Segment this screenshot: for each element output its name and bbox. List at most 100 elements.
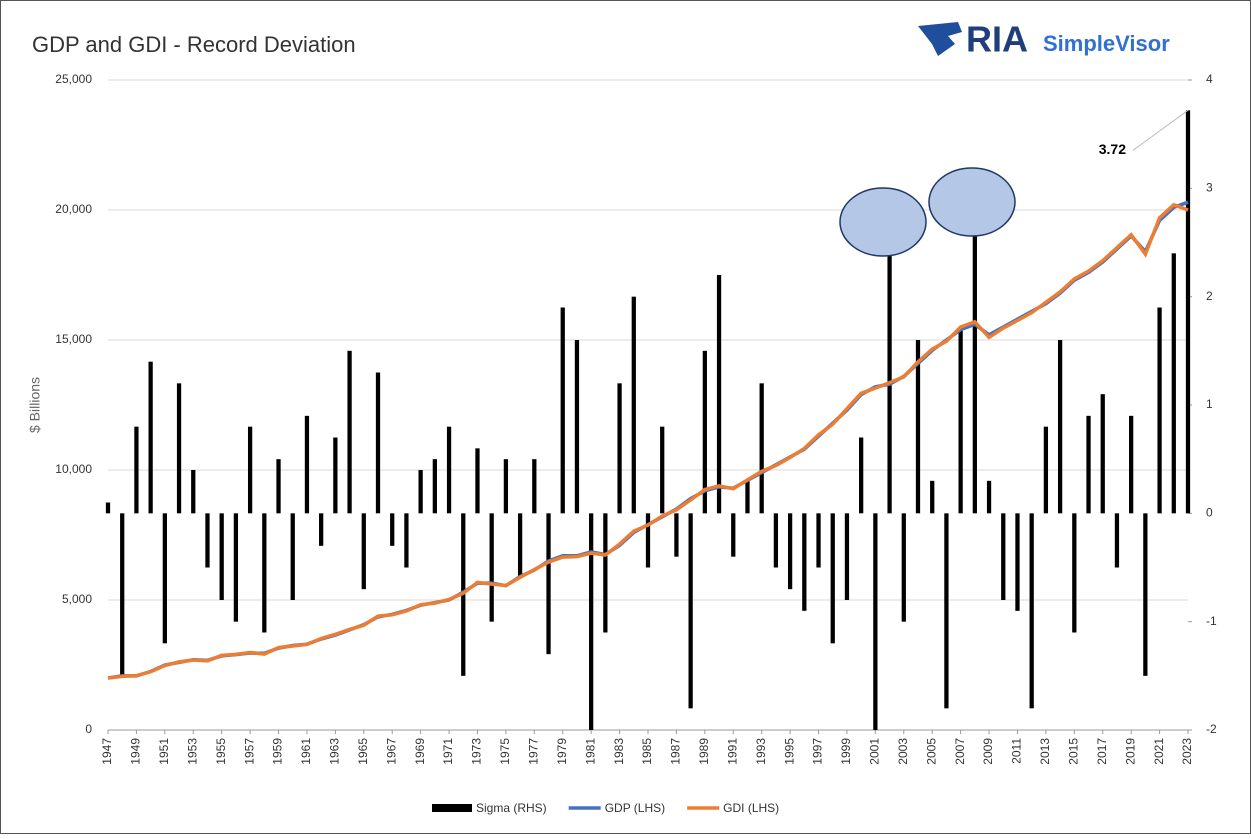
x-tick-label: 1963	[328, 738, 342, 765]
bar	[759, 383, 764, 514]
y2-tick-label: -1	[1206, 614, 1217, 628]
bar	[475, 448, 480, 514]
bar	[731, 513, 736, 557]
y-tick-label: 25,000	[55, 72, 92, 86]
bar	[432, 459, 437, 514]
x-tick-label: 2009	[981, 738, 995, 765]
bar	[631, 296, 636, 514]
y-tick-label: 10,000	[55, 462, 92, 476]
x-tick-label: 2001	[868, 738, 882, 765]
bar	[1185, 110, 1191, 514]
x-tick-label: 1991	[725, 738, 739, 765]
x-tick-label: 1997	[811, 738, 825, 765]
bar	[787, 513, 793, 590]
line	[107, 202, 1189, 680]
x-tick-label: 2007	[953, 738, 967, 765]
x-tick-label: 1999	[839, 738, 853, 765]
x-tick-label: 1961	[299, 738, 313, 765]
bar	[1086, 415, 1091, 514]
bar	[517, 513, 523, 579]
bar	[489, 513, 494, 622]
bar	[262, 513, 267, 633]
x-tick-label: 2013	[1038, 738, 1052, 765]
y2-tick-label: 3	[1206, 181, 1213, 195]
bar	[446, 426, 452, 514]
x-tick-label: 1969	[413, 738, 427, 765]
x-tick-label: 2023	[1180, 738, 1194, 765]
bar	[1157, 307, 1162, 514]
y-tick-label: 5,000	[62, 592, 92, 606]
bar	[603, 513, 608, 633]
y2-tick-label: 4	[1206, 72, 1213, 86]
y-tick-label: 15,000	[55, 332, 92, 346]
bar	[361, 513, 366, 590]
x-tick-label: 1987	[669, 738, 683, 765]
bar	[120, 513, 125, 676]
bar	[887, 220, 892, 514]
x-tick-label: 1981	[583, 738, 597, 765]
bar	[674, 513, 679, 557]
bar	[1057, 340, 1063, 514]
x-tick-label: 1951	[157, 738, 171, 765]
x-tick-label: 2017	[1095, 738, 1109, 765]
bar	[830, 513, 835, 644]
x-tick-label: 2019	[1123, 738, 1137, 765]
x-tick-label: 2005	[924, 738, 938, 765]
bar	[958, 329, 963, 514]
y2-tick-label: -2	[1206, 722, 1217, 736]
x-tick-label: 2003	[896, 738, 910, 765]
bar	[1015, 513, 1020, 611]
bar	[162, 513, 167, 644]
y2-tick-label: 1	[1206, 397, 1213, 411]
bar	[233, 513, 239, 622]
bar	[1001, 513, 1006, 600]
x-tick-label: 1979	[555, 738, 569, 765]
bar	[660, 426, 665, 514]
y-tick-label: 0	[85, 722, 92, 736]
bar	[944, 513, 949, 709]
bar	[574, 340, 580, 514]
legend-label: GDI (LHS)	[723, 801, 779, 815]
x-tick-label: 1973	[470, 738, 484, 765]
bar	[802, 513, 807, 611]
bar	[290, 513, 295, 600]
y2-tick-label: 2	[1206, 289, 1213, 303]
legend-label: Sigma (RHS)	[476, 801, 547, 815]
bar	[247, 426, 253, 514]
bar	[105, 502, 111, 514]
x-tick-label: 2021	[1152, 738, 1166, 765]
bar	[134, 426, 139, 514]
y2-tick-label: 0	[1206, 506, 1213, 520]
bar	[688, 513, 693, 709]
bar	[205, 513, 210, 568]
bar	[1043, 426, 1049, 514]
bar	[589, 513, 594, 730]
x-tick-label: 2015	[1066, 738, 1080, 765]
bar	[859, 437, 864, 514]
bar	[1129, 415, 1134, 514]
y-tick-label: 20,000	[55, 202, 92, 216]
x-tick-label: 1993	[754, 738, 768, 765]
bar	[375, 372, 381, 514]
label-leader	[1132, 109, 1189, 151]
highlight-ellipse	[928, 167, 1016, 237]
x-tick-label: 1953	[185, 738, 199, 765]
bar	[1072, 513, 1077, 633]
bar	[930, 480, 935, 514]
x-tick-label: 1967	[384, 738, 398, 765]
bar	[176, 383, 182, 514]
logo: RIA SimpleVisor	[918, 19, 1170, 60]
plot: 3.72	[105, 109, 1191, 730]
bar	[532, 459, 537, 514]
x-tick-label: 1959	[271, 738, 285, 765]
logo-product: SimpleVisor	[1043, 31, 1170, 56]
chart-title: GDP and GDI - Record Deviation	[32, 32, 356, 57]
legend-label: GDP (LHS)	[605, 801, 665, 815]
logo-brand: RIA	[966, 19, 1028, 60]
x-tick-label: 1957	[242, 738, 256, 765]
bar	[702, 350, 707, 514]
x-tick-label: 1947	[100, 738, 114, 765]
bar	[546, 513, 551, 655]
x-tick-label: 1955	[214, 738, 228, 765]
